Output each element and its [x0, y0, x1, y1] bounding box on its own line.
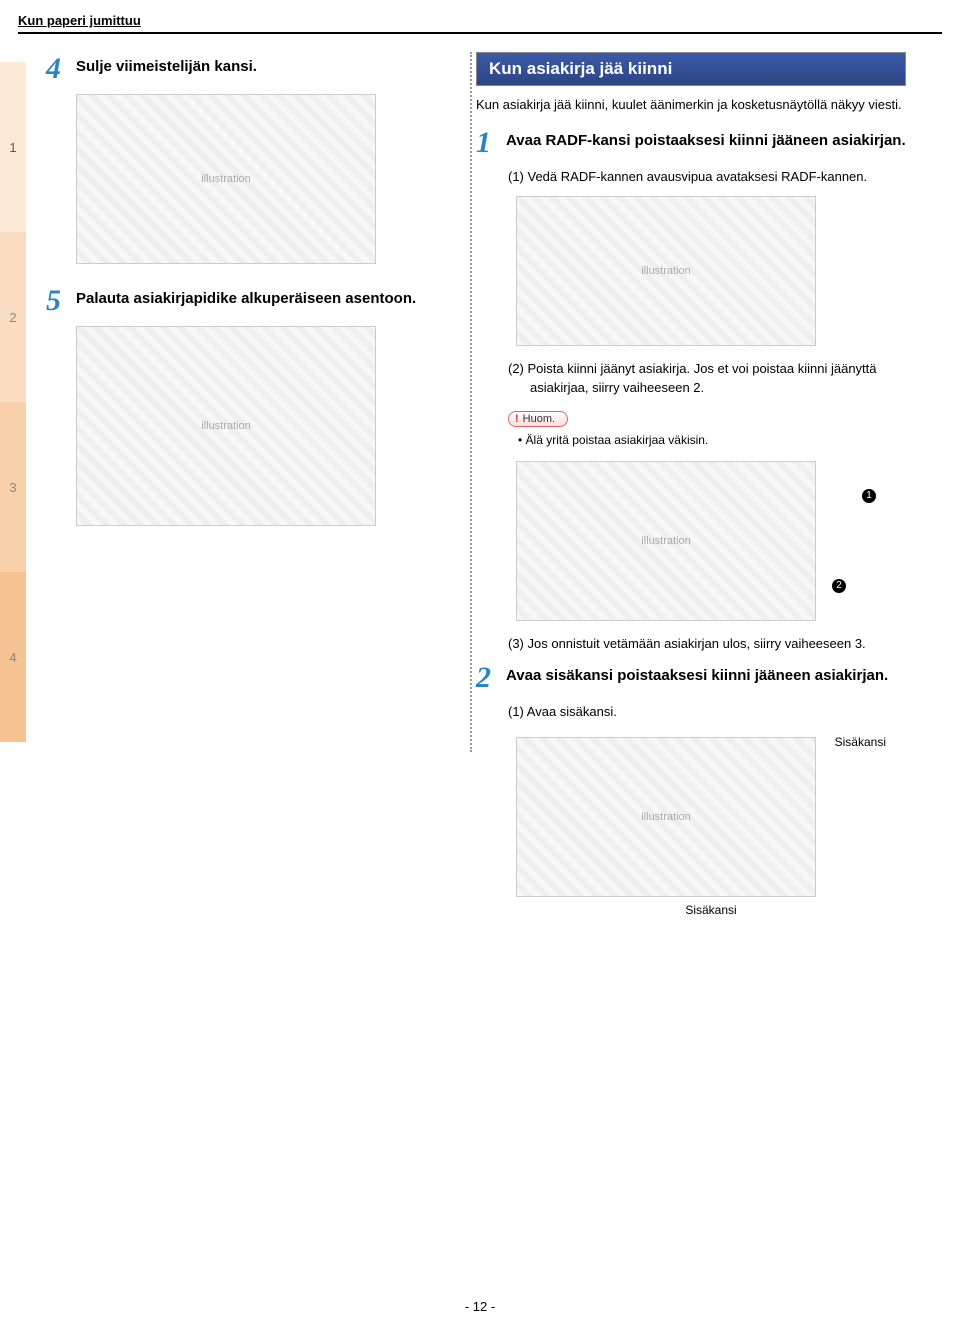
step-1-number: 1: [476, 126, 506, 160]
step-2-row: 2 Avaa sisäkansi poistaaksesi kiinni jää…: [476, 661, 906, 695]
page-content: 4 Sulje viimeistelijän kansi. illustrati…: [46, 52, 940, 917]
step-2-text: Avaa sisäkansi poistaaksesi kiinni jääne…: [506, 661, 906, 684]
step-1-sub-3: (3) Jos onnistuit vetämään asiakirjan ul…: [508, 635, 906, 653]
left-column: 4 Sulje viimeistelijän kansi. illustrati…: [46, 52, 446, 917]
radf-open-illustration: illustration: [516, 196, 816, 346]
page-header-title: Kun paperi jumittuu: [18, 13, 141, 28]
section-intro: Kun asiakirja jää kiinni, kuulet äänimer…: [476, 96, 906, 114]
page-number: - 12 -: [0, 1299, 960, 1314]
radf-remove-illustration: illustration: [516, 461, 816, 621]
step-5-text: Palauta asiakirjapidike alkuperäiseen as…: [76, 284, 446, 307]
printer-illustration-holder: illustration: [76, 326, 376, 526]
note-pill: Huom.: [508, 411, 568, 427]
callout-sisakansi-bottom: Sisäkansi: [516, 903, 906, 917]
callout-sisakansi-top: Sisäkansi: [835, 735, 886, 749]
page-header: Kun paperi jumittuu: [18, 12, 942, 34]
step-4-text: Sulje viimeistelijän kansi.: [76, 52, 446, 75]
side-tab-2: 2: [0, 232, 26, 402]
note-label: Huom.: [523, 413, 555, 425]
step-1-sub-1: (1) Vedä RADF-kannen avausvipua avatakse…: [508, 168, 906, 186]
step-5-number: 5: [46, 284, 76, 318]
inner-cover-illustration: illustration: [516, 737, 816, 897]
side-tab-strip: 1 2 3 4: [0, 62, 26, 742]
right-column: Kun asiakirja jää kiinni Kun asiakirja j…: [476, 52, 906, 917]
step-5-row: 5 Palauta asiakirjapidike alkuperäiseen …: [46, 284, 446, 318]
step-1-text: Avaa RADF-kansi poistaaksesi kiinni jään…: [506, 126, 906, 149]
callout-badge-2: 2: [832, 579, 846, 593]
step-4-number: 4: [46, 52, 76, 86]
step-2-sub-1: (1) Avaa sisäkansi.: [508, 703, 906, 721]
step-4-row: 4 Sulje viimeistelijän kansi.: [46, 52, 446, 86]
step-1-sub-2: (2) Poista kiinni jäänyt asiakirja. Jos …: [508, 360, 906, 396]
side-tab-1: 1: [0, 62, 26, 232]
side-tab-3: 3: [0, 402, 26, 572]
section-title: Kun asiakirja jää kiinni: [476, 52, 906, 86]
step-2-number: 2: [476, 661, 506, 695]
callout-badge-1: 1: [862, 489, 876, 503]
printer-illustration-close-cover: illustration: [76, 94, 376, 264]
side-tab-4: 4: [0, 572, 26, 742]
step-1-row: 1 Avaa RADF-kansi poistaaksesi kiinni jä…: [476, 126, 906, 160]
note-bullet: Älä yritä poistaa asiakirjaa väkisin.: [518, 433, 906, 447]
